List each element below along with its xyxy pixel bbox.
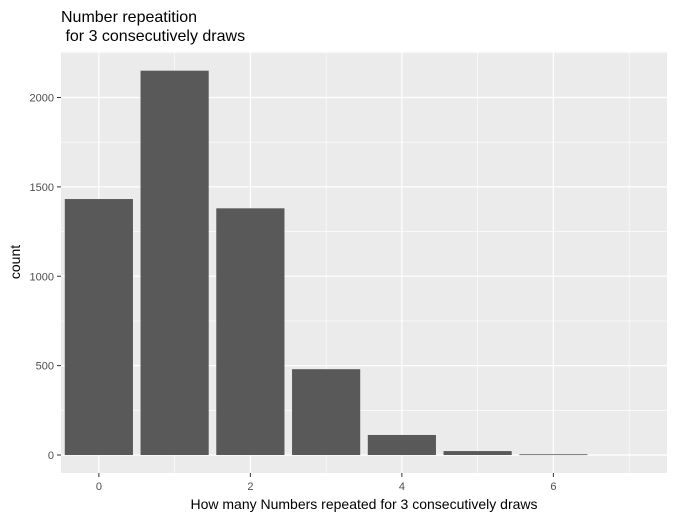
x-axis-title: How many Numbers repeated for 3 consecut… xyxy=(190,496,537,512)
y-tick-label: 1500 xyxy=(30,182,54,194)
y-tick-label: 0 xyxy=(48,450,54,462)
x-tick-label: 4 xyxy=(399,481,405,493)
y-tick-label: 2000 xyxy=(30,93,54,105)
x-tick-label: 2 xyxy=(247,481,253,493)
y-axis-ticks: 0 500 1000 1500 2000 xyxy=(30,93,61,462)
chart-title-line-2: for 3 consecutively draws xyxy=(61,28,245,45)
x-axis-ticks: 0 2 4 6 xyxy=(96,473,556,493)
bar-x-5 xyxy=(443,451,512,455)
bar-x-0 xyxy=(64,199,133,455)
y-tick-label: 1000 xyxy=(30,271,54,283)
bar-x-2 xyxy=(216,208,285,455)
x-tick-label: 6 xyxy=(550,481,556,493)
y-tick-label: 500 xyxy=(36,361,54,373)
bar-x-4 xyxy=(367,434,436,455)
bar-x-3 xyxy=(292,369,361,455)
bar-x-6 xyxy=(519,454,588,456)
chart-title: Number repeatition for 3 consecutively d… xyxy=(61,9,258,45)
bar-x-1 xyxy=(140,70,209,455)
y-axis-title: count xyxy=(7,245,23,279)
bars xyxy=(64,70,588,456)
chart-title-line-1: Number repeatition xyxy=(61,9,197,26)
x-tick-label: 0 xyxy=(96,481,102,493)
